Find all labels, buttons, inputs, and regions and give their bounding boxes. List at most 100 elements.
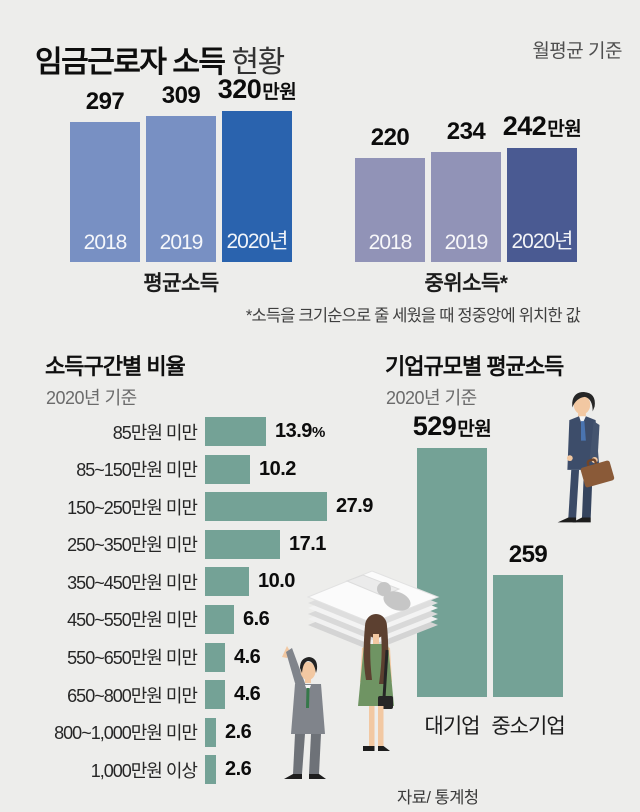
bar-value-label: 4.6 (234, 683, 261, 706)
bar-category-label: 2020년 (511, 230, 573, 253)
bracket-label: 450~550만원 미만 (67, 610, 198, 631)
bar-category-label: 2018 (368, 231, 413, 254)
bar-value-label: 10.2 (259, 457, 296, 480)
header-note: 월평균 기준 (532, 41, 622, 62)
bracket-label: 85만원 미만 (112, 422, 198, 443)
bar-value-label: 234 (446, 118, 486, 145)
bracket-label: 650~800만원 미만 (67, 685, 198, 706)
company-size-income-bar-group: 259 중소기업 (491, 541, 565, 742)
bar-value-label: 320만원 (217, 74, 297, 104)
bar: 2020년 (507, 148, 577, 262)
axis-label: 중소기업 (491, 715, 565, 738)
bar (205, 454, 250, 484)
title-light: 현황 (231, 46, 286, 80)
company-size-subtitle: 2020년 기준 (386, 388, 477, 408)
company-size-title: 기업규모별 평균소득 (385, 354, 564, 379)
bar: 2018 (355, 158, 425, 262)
income-bracket-row: 150~250만원 미만 27.9 (0, 492, 640, 522)
briefcase (580, 458, 615, 488)
income-bracket-row: 85~150만원 미만 10.2 (0, 454, 640, 484)
bar-category-label: 2020년 (226, 230, 288, 253)
bar-value-label: 27.9 (336, 495, 373, 518)
bar-value-label: 10.0 (258, 570, 295, 593)
bracket-label: 150~250만원 미만 (67, 497, 198, 518)
bar-category-label: 2018 (83, 231, 128, 254)
blue-tie (581, 421, 586, 441)
bag-strap (382, 649, 389, 699)
bar (417, 448, 487, 697)
median-income-bar-group: 242만원 2020년 (503, 111, 582, 262)
chart-median-income: 220 2018 234 2019 242만원 2020년 (355, 62, 582, 262)
bar (205, 492, 327, 522)
bar-value-label: 4.6 (234, 645, 261, 668)
bar-value-label: 2.6 (225, 758, 252, 781)
income-bracket-row: 650~800만원 미만 4.6 (0, 680, 640, 710)
chart-average-income: 297 2018 309 2019 320만원 2020년 (70, 62, 297, 262)
source-credit: 자료/ 통계청 (397, 789, 479, 807)
bar-value-label: 529만원 (412, 411, 492, 441)
bar-value-label: 309 (161, 82, 201, 109)
bar-value-label: 2.6 (225, 720, 252, 743)
bracket-label: 800~1,000만원 미만 (54, 723, 198, 744)
median-income-bar-group: 220 2018 (355, 124, 425, 262)
bar-value-label: 297 (85, 88, 125, 115)
median-footnote: *소득을 크기순으로 줄 세웠을 때 정중앙에 위치한 값 (245, 307, 581, 325)
bar (205, 417, 266, 446)
bar-category-label: 2019 (444, 231, 489, 254)
chart-average-income-caption: 평균소득 (143, 272, 219, 295)
money-portrait-body (383, 591, 411, 611)
bar (205, 529, 280, 559)
average-income-bar-group: 297 2018 (70, 88, 140, 262)
bracket-label: 350~450만원 미만 (67, 572, 198, 593)
chart-income-brackets: 85만원 미만 13.9% 85~150만원 미만 10.2 150~250만원 미만 2… (0, 417, 640, 793)
handbag (378, 696, 393, 709)
pointing-man-illustration (282, 646, 326, 779)
bar: 2018 (70, 122, 140, 262)
median-income-bar-group: 234 2019 (431, 118, 501, 262)
bar: 2019 (431, 152, 501, 262)
hair (300, 657, 318, 673)
bar-value-label: 6.6 (243, 607, 270, 630)
income-bracket-row: 350~450만원 미만 10.0 (0, 567, 640, 597)
bar (205, 567, 249, 597)
bracket-label: 250~350만원 미만 (67, 535, 198, 556)
bar (205, 755, 216, 785)
green-tie (306, 688, 310, 708)
bar-value-label: 259 (508, 541, 548, 568)
income-bracket-row: 450~550만원 미만 6.6 (0, 604, 640, 634)
bar-value-label: 17.1 (289, 532, 326, 555)
bracket-label: 1,000만원 이상 (90, 760, 198, 781)
bar-value-label: 220 (370, 124, 410, 151)
bar (205, 680, 225, 710)
bar: 2020년 (222, 111, 292, 262)
bar-category-label: 2019 (159, 231, 204, 254)
hair (572, 391, 595, 412)
income-bracket-row: 250~350만원 미만 17.1 (0, 529, 640, 559)
bracket-label: 550~650만원 미만 (67, 648, 198, 669)
chart-median-income-caption: 중위소득* (424, 272, 508, 295)
bracket-label: 85~150만원 미만 (76, 460, 198, 481)
title-strong: 임금근로자 소득 (35, 46, 226, 80)
average-income-bar-group: 309 2019 (146, 82, 216, 262)
page-title: 임금근로자 소득 현황 (35, 37, 286, 81)
woman-illustration (358, 614, 394, 751)
bar-value-label: 242만원 (502, 111, 582, 141)
bar: 2019 (146, 116, 216, 262)
income-brackets-subtitle: 2020년 기준 (46, 388, 137, 408)
income-brackets-title: 소득구간별 비율 (45, 354, 186, 379)
income-bracket-row: 800~1,000만원 미만 2.6 (0, 717, 640, 747)
bar (205, 717, 216, 747)
axis-label: 대기업 (424, 715, 481, 738)
income-bracket-row: 550~650만원 미만 4.6 (0, 642, 640, 672)
bar (205, 642, 225, 672)
bar (205, 604, 234, 634)
bar-value-label: 13.9% (275, 420, 325, 442)
average-income-bar-group: 320만원 2020년 (218, 74, 297, 262)
businessman-illustration (557, 391, 615, 523)
income-bracket-row: 1,000만원 이상 2.6 (0, 755, 640, 785)
income-bracket-row: 85만원 미만 13.9% (0, 417, 640, 446)
bar (493, 575, 563, 697)
